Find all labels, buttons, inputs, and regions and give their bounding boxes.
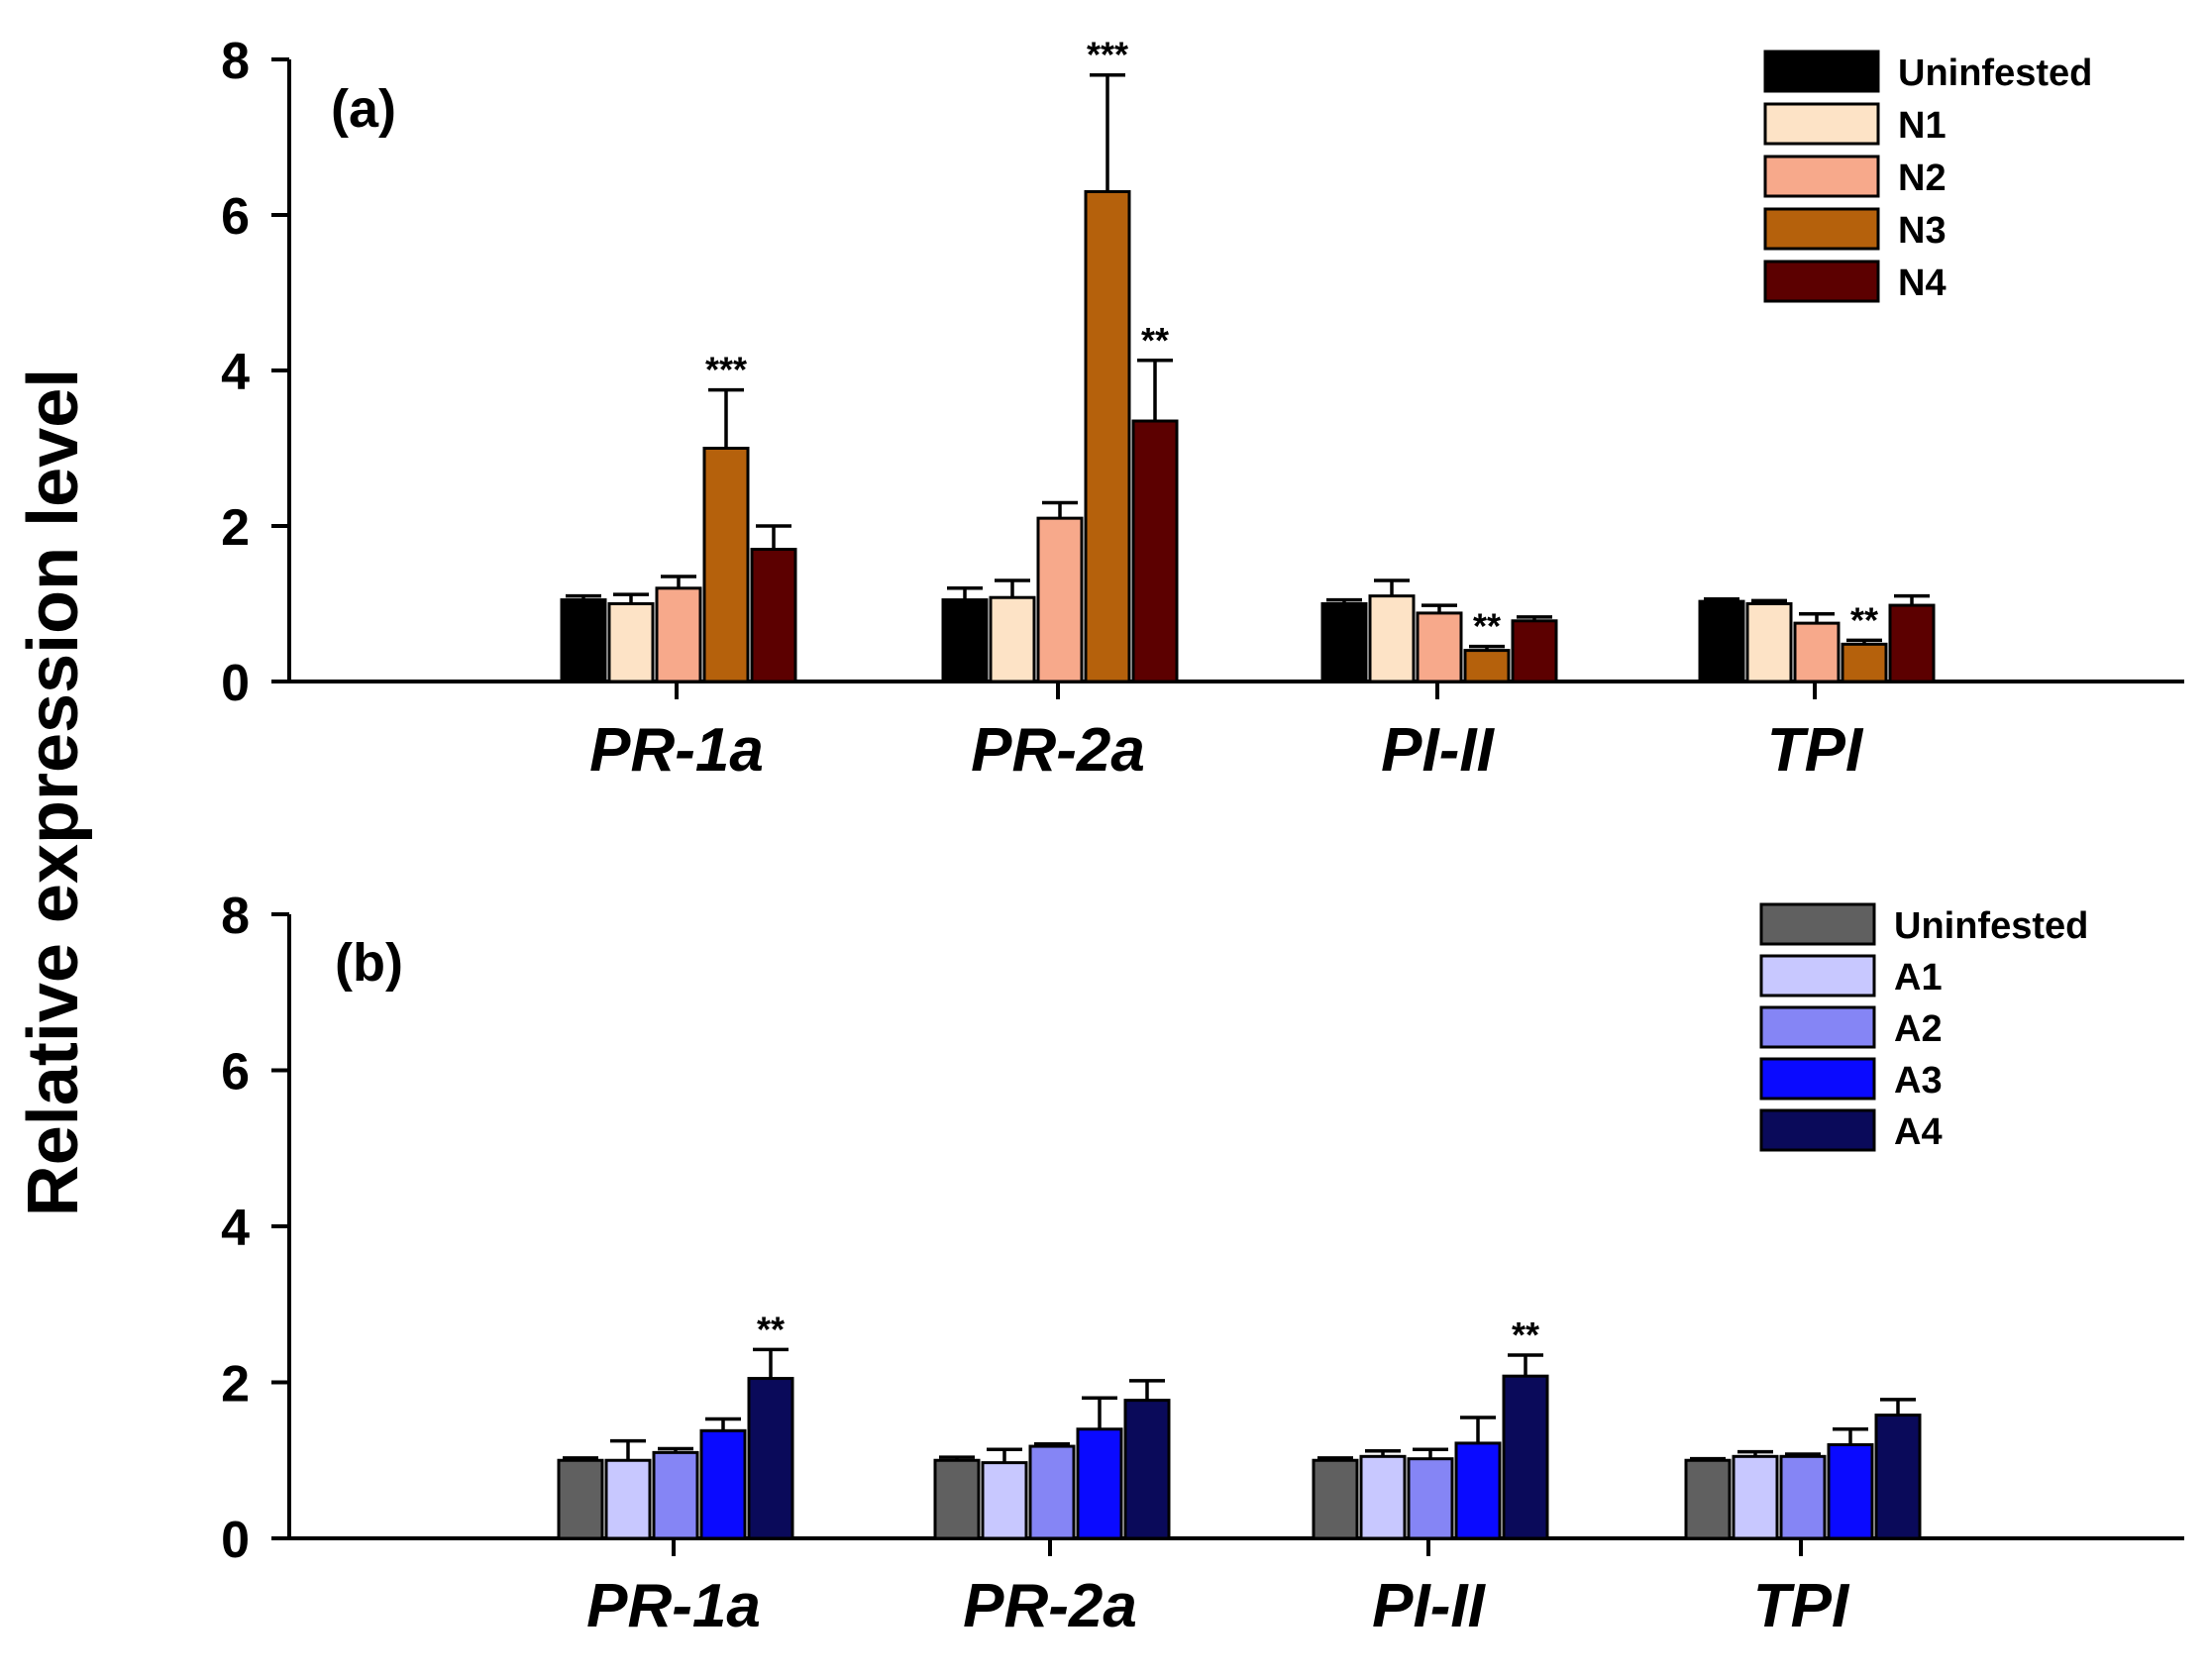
- panel-a-y-tick-label: 4: [221, 344, 250, 401]
- panel-a-bar: [1888, 603, 1936, 683]
- panel-b-bar: [557, 1458, 604, 1540]
- panel-b-bar: [1359, 1454, 1407, 1540]
- panel-b-panel-label: (b): [335, 933, 403, 993]
- panel-a-bar: [989, 595, 1036, 683]
- panel-b-bar: [1779, 1454, 1827, 1540]
- panel-a-category-label: PR-2a: [971, 716, 1145, 785]
- panel-a-panel-label: (a): [331, 79, 396, 139]
- panel-b-legend-swatch: [1759, 1005, 1876, 1049]
- panel-b-bar: [1827, 1443, 1874, 1540]
- panel-a-bar: [655, 586, 702, 683]
- panel-b-category-label: PI-II: [1372, 1572, 1486, 1640]
- panel-a-bar: [1084, 189, 1131, 683]
- panel-a-bar: [1463, 649, 1511, 683]
- panel-b-legend-swatch: [1759, 1108, 1876, 1152]
- panel-b-category-label: TPI: [1753, 1572, 1850, 1640]
- panel-a-legend-label: N2: [1898, 158, 1947, 199]
- panel-b-y-tick-label: 4: [221, 1200, 250, 1257]
- panel-a-bar: [1841, 642, 1888, 683]
- panel-b-bar: [1454, 1441, 1502, 1540]
- panel-b-bar: [699, 1428, 747, 1540]
- panel-b-significance-marker: **: [1512, 1314, 1539, 1355]
- panel-a-y-tick-label: 8: [221, 33, 250, 90]
- panel-b-legend-swatch: [1759, 954, 1876, 998]
- panel-b-legend-swatch: [1759, 902, 1876, 946]
- panel-a-y-tick-label: 0: [221, 655, 250, 712]
- panel-b-y-tick-label: 8: [221, 888, 250, 945]
- panel-b-legend-label: Uninfested: [1894, 905, 2088, 947]
- panel-a-bar: [1698, 599, 1745, 683]
- panel-a-bar: [1320, 602, 1368, 683]
- panel-b-bar: [1732, 1454, 1779, 1540]
- panel-b-significance-marker: **: [757, 1309, 785, 1349]
- panel-a-bar: [560, 598, 607, 683]
- panel-b-bar: [1028, 1444, 1076, 1540]
- panel-a-y-tick-label: 6: [221, 188, 250, 246]
- panel-a-legend-label: N3: [1898, 210, 1947, 252]
- panel-b-legend-label: A4: [1894, 1111, 1943, 1153]
- panel-a-bar: [1036, 516, 1084, 683]
- panel-a-bar: [607, 602, 655, 683]
- panel-a-legend-swatch: [1763, 207, 1880, 251]
- panel-b-bar: [1123, 1399, 1171, 1540]
- panel-b-bar: [1684, 1458, 1732, 1540]
- panel-a-legend-label: Uninfested: [1898, 52, 2092, 94]
- panel-a-bar: [702, 447, 750, 683]
- panel-a-bar: [1511, 619, 1558, 683]
- panel-b-category-label: PR-2a: [963, 1572, 1137, 1640]
- panel-a-significance-marker: ***: [1087, 35, 1128, 75]
- panel-b-legend-swatch: [1759, 1057, 1876, 1101]
- panel-a-significance-marker: **: [1141, 320, 1169, 361]
- panel-b-bar: [604, 1458, 652, 1540]
- panel-b-legend-label: A3: [1894, 1060, 1943, 1102]
- panel-b-bar: [1312, 1458, 1359, 1540]
- panel-b-legend-label: A1: [1894, 957, 1943, 998]
- panel-b-y-tick-label: 0: [221, 1512, 250, 1569]
- panel-b-y-tick-label: 6: [221, 1044, 250, 1102]
- panel-b-bar: [1076, 1427, 1123, 1540]
- panel-a-bar: [1793, 621, 1841, 683]
- panel-a-bar: [1131, 419, 1179, 683]
- panel-a-legend-swatch: [1763, 50, 1880, 93]
- panel-a-significance-marker: ***: [705, 350, 747, 390]
- panel-a-bar: [941, 598, 989, 683]
- panel-b-bar: [747, 1377, 794, 1540]
- panel-a-bar: [1745, 602, 1793, 683]
- panel-a-category-label: PR-1a: [589, 716, 764, 785]
- panel-b-bar: [981, 1461, 1028, 1540]
- panel-b-bar: [933, 1458, 981, 1540]
- panel-a-legend-label: N1: [1898, 105, 1947, 147]
- panel-a-category-label: PI-II: [1381, 716, 1495, 785]
- panel-b-category-label: PR-1a: [586, 1572, 761, 1640]
- panel-b-y-tick-label: 2: [221, 1356, 250, 1414]
- panel-a-significance-marker: **: [1473, 606, 1501, 647]
- panel-a-bar: [1368, 594, 1416, 683]
- panel-a-y-tick-label: 2: [221, 499, 250, 557]
- panel-a-legend-swatch: [1763, 260, 1880, 303]
- panel-b-bar: [1502, 1374, 1549, 1540]
- panel-b-legend-label: A2: [1894, 1008, 1943, 1050]
- panel-a-legend-label: N4: [1898, 262, 1947, 304]
- panel-a-legend-swatch: [1763, 155, 1880, 198]
- panel-a-category-label: TPI: [1767, 716, 1864, 785]
- panel-b-bar: [1407, 1457, 1454, 1540]
- panel-b-bar: [1874, 1414, 1922, 1540]
- panel-a-legend-swatch: [1763, 102, 1880, 146]
- y-axis-label: Relative expression level: [14, 368, 93, 1216]
- panel-a-bar: [750, 548, 797, 683]
- panel-b-bar: [652, 1450, 699, 1540]
- panel-a-significance-marker: **: [1850, 599, 1878, 640]
- panel-a-bar: [1416, 611, 1463, 683]
